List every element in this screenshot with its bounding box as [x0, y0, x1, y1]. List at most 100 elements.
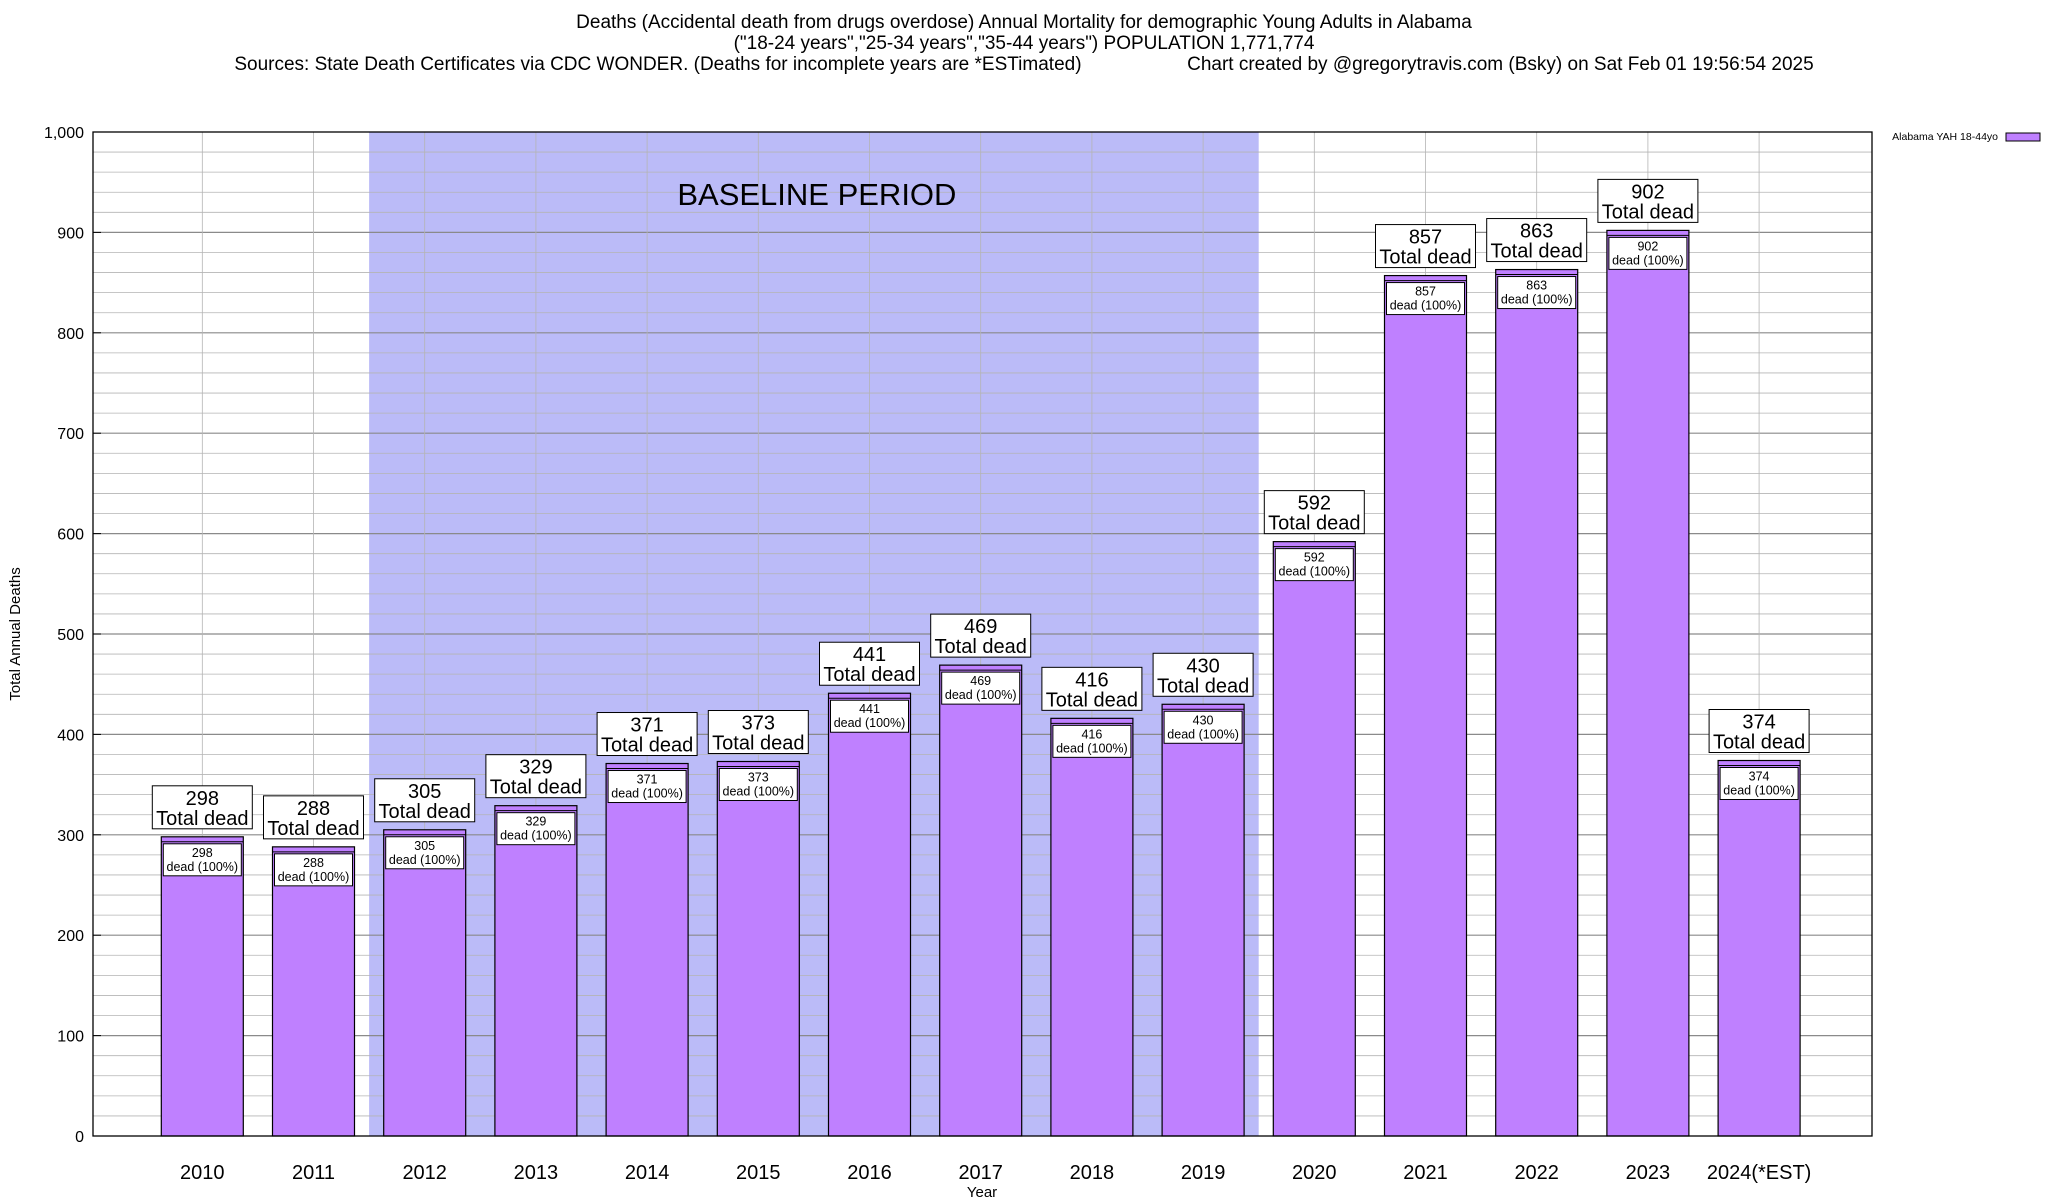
top-label-box: [1708, 709, 1810, 754]
chart-title: Deaths (Accidental death from drugs over…: [576, 12, 1472, 33]
bar: [716, 760, 800, 1137]
top-label-box: [1486, 218, 1588, 263]
top-value-label: 430: [1186, 655, 1219, 677]
legend-swatch: [2005, 132, 2041, 142]
top-label-box: [1597, 178, 1699, 223]
bar: [1383, 274, 1468, 1137]
x-tick-label: 2010: [180, 1162, 225, 1184]
inner-value-label: 902: [1637, 239, 1658, 253]
inner-label-box: [162, 843, 242, 877]
bar: [1606, 229, 1690, 1137]
inner-percent-label: dead (100%): [500, 829, 572, 843]
chart-sources: Sources: State Death Certificates via CD…: [234, 54, 1814, 75]
top-total-label: Total dead: [1602, 201, 1694, 223]
top-label-box: [930, 613, 1032, 658]
top-value-label: 857: [1409, 227, 1442, 249]
inner-label-box: [1386, 282, 1465, 316]
inner-value-label: 430: [1193, 713, 1214, 727]
inner-percent-label: dead (100%): [1167, 727, 1239, 741]
top-value-label: 305: [408, 781, 441, 803]
bar: [1050, 717, 1134, 1137]
top-total-label: Total dead: [1046, 689, 1138, 711]
inner-value-label: 857: [1415, 285, 1436, 299]
inner-percent-label: dead (100%): [278, 870, 350, 884]
top-total-label: Total dead: [379, 801, 471, 823]
top-label-box: [263, 795, 364, 840]
x-tick-label: 2013: [514, 1162, 559, 1184]
top-label-box: [1263, 490, 1365, 535]
legend-label: Alabama YAH 18-44yo: [1892, 131, 1998, 143]
inner-percent-label: dead (100%): [1279, 565, 1351, 579]
top-total-label: Total dead: [935, 636, 1027, 658]
x-tick-label: 2015: [736, 1162, 781, 1184]
inner-value-label: 441: [859, 702, 880, 716]
top-total-label: Total dead: [1491, 241, 1583, 263]
inner-value-label: 416: [1081, 727, 1102, 741]
bar: [1717, 759, 1801, 1137]
inner-value-label: 863: [1526, 279, 1547, 293]
top-total-label: Total dead: [490, 777, 582, 799]
inner-label-box: [941, 671, 1021, 705]
top-label-box: [374, 778, 476, 823]
chart-header: Deaths (Accidental death from drugs over…: [0, 12, 2048, 75]
y-tick-label: 500: [57, 627, 84, 644]
top-label-box: [485, 754, 587, 799]
x-tick-label: 2019: [1181, 1162, 1226, 1184]
x-tick-label: 2011: [292, 1162, 335, 1184]
inner-value-label: 298: [192, 846, 213, 860]
inner-label-box: [607, 770, 687, 804]
top-value-label: 441: [853, 644, 886, 666]
top-total-label: Total dead: [156, 808, 248, 830]
inner-value-label: 373: [748, 771, 769, 785]
bar: [1495, 268, 1579, 1137]
inner-value-label: 469: [970, 674, 991, 688]
x-tick-label: 2023: [1626, 1162, 1671, 1184]
top-label-box: [1041, 666, 1143, 711]
inner-label-box: [830, 699, 909, 733]
top-total-label: Total dead: [601, 735, 693, 757]
top-value-label: 902: [1631, 181, 1664, 203]
top-total-label: Total dead: [1268, 513, 1360, 535]
inner-percent-label: dead (100%): [167, 860, 239, 874]
top-value-label: 373: [742, 713, 775, 735]
x-tick-label: 2016: [847, 1162, 892, 1184]
inner-percent-label: dead (100%): [1390, 299, 1462, 313]
x-tick-label: 2017: [958, 1162, 1003, 1184]
inner-value-label: 329: [525, 815, 546, 829]
inner-percent-label: dead (100%): [1612, 253, 1684, 267]
bar: [939, 664, 1023, 1137]
axis-layer: 2010 2011 2012 2013 2014 2015 2016 2017 2018 2019…: [7, 125, 2041, 1200]
y-tick-label: 300: [57, 828, 84, 845]
top-label-box: [1375, 224, 1476, 269]
top-label-box: [151, 785, 253, 830]
inner-value-label: 288: [303, 856, 324, 870]
inner-percent-label: dead (100%): [1501, 293, 1573, 307]
y-tick-label: 1,000: [44, 125, 84, 142]
bar: [827, 692, 912, 1137]
inner-value-label: 371: [637, 773, 658, 787]
top-value-label: 288: [297, 798, 330, 820]
inner-percent-label: dead (100%): [945, 688, 1017, 702]
inner-label-box: [1719, 767, 1799, 801]
top-label-box: [819, 641, 920, 686]
bar: [383, 829, 467, 1137]
bar: [160, 836, 244, 1137]
inner-label-box: [1497, 276, 1577, 310]
inner-label-box: [274, 853, 353, 887]
top-value-label: 371: [630, 715, 663, 737]
inner-value-label: 374: [1749, 770, 1770, 784]
inner-value-label: 592: [1304, 551, 1325, 565]
top-value-label: 374: [1742, 712, 1775, 734]
inner-percent-label: dead (100%): [611, 787, 683, 801]
inner-label-box: [1274, 548, 1354, 582]
top-total-label: Total dead: [267, 818, 359, 840]
inner-label-box: [385, 836, 465, 870]
y-tick-label: 800: [57, 326, 84, 343]
chart-subtitle: ("18-24 years","25-34 years","35-44 year…: [733, 33, 1315, 54]
y-tick-label: 400: [57, 727, 84, 744]
top-total-label: Total dead: [823, 664, 915, 686]
inner-percent-label: dead (100%): [1056, 741, 1128, 755]
inner-label-box: [496, 812, 576, 846]
top-label-box: [596, 712, 698, 757]
